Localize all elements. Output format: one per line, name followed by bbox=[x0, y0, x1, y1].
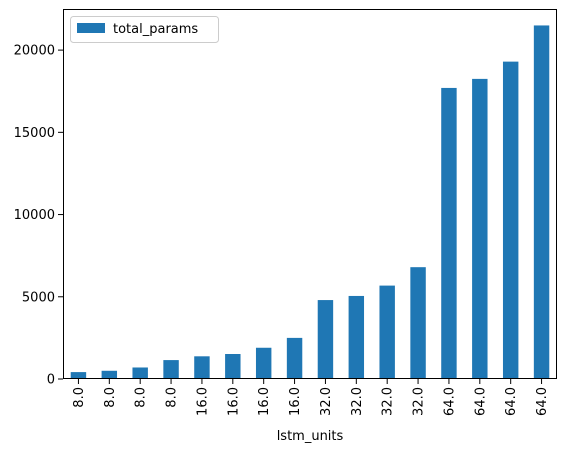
bar bbox=[317, 300, 334, 379]
legend: total_params bbox=[70, 16, 219, 43]
plot-frame bbox=[63, 9, 557, 379]
x-tick-label: 8.0 bbox=[103, 387, 118, 408]
x-tick-label: 64.0 bbox=[535, 387, 550, 416]
x-axis-label: lstm_units bbox=[277, 429, 344, 444]
bar bbox=[379, 285, 395, 379]
bar bbox=[502, 61, 519, 379]
x-tick-label: 8.0 bbox=[134, 387, 149, 408]
x-tick-label: 64.0 bbox=[504, 387, 519, 416]
y-tick-label: 0 bbox=[47, 373, 55, 388]
bar bbox=[132, 367, 148, 379]
x-tick-label: 16.0 bbox=[226, 387, 241, 416]
x-tick-label: 64.0 bbox=[473, 387, 488, 416]
bar bbox=[410, 267, 426, 379]
x-tick-label: 16.0 bbox=[257, 387, 272, 416]
x-axis-ticks: 8.0 8.0 8.0 8.0 16.0 16.0 16.0 16.0 32.0 32.0 32.0… bbox=[72, 379, 550, 416]
legend-entry-total-params: total_params bbox=[113, 22, 198, 37]
bar bbox=[533, 25, 550, 379]
bar bbox=[225, 354, 241, 379]
x-tick-label: 16.0 bbox=[288, 387, 303, 416]
bar bbox=[255, 347, 272, 379]
bar bbox=[286, 337, 303, 379]
x-tick-label: 8.0 bbox=[72, 387, 87, 408]
bar bbox=[101, 370, 118, 379]
y-tick-label: 5000 bbox=[22, 290, 55, 305]
x-tick-label: 8.0 bbox=[165, 387, 180, 408]
legend-swatch bbox=[77, 23, 105, 33]
y-tick-label: 20000 bbox=[14, 44, 55, 59]
x-tick-label: 32.0 bbox=[381, 387, 396, 416]
x-tick-label: 64.0 bbox=[442, 387, 457, 416]
bar bbox=[348, 295, 365, 379]
bar bbox=[163, 360, 179, 379]
y-tick-label: 15000 bbox=[14, 126, 55, 141]
bar bbox=[472, 78, 488, 379]
bar bbox=[194, 356, 210, 379]
bar bbox=[441, 87, 457, 379]
x-tick-label: 32.0 bbox=[412, 387, 427, 416]
x-tick-label: 32.0 bbox=[350, 387, 365, 416]
y-tick-label: 10000 bbox=[14, 208, 55, 223]
bars-layer bbox=[70, 25, 550, 379]
x-tick-label: 16.0 bbox=[195, 387, 210, 416]
legend-box bbox=[70, 16, 219, 43]
bar bbox=[70, 372, 87, 379]
y-axis-ticks: 0 5000 10000 15000 20000 bbox=[14, 44, 63, 388]
x-tick-label: 32.0 bbox=[319, 387, 334, 416]
